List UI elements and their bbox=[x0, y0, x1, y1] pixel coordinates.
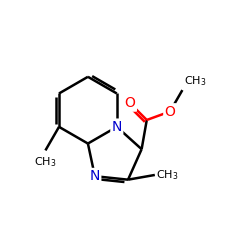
Text: O: O bbox=[164, 104, 175, 118]
Text: N: N bbox=[112, 120, 122, 134]
Text: N: N bbox=[90, 169, 100, 183]
Text: CH$_3$: CH$_3$ bbox=[34, 155, 57, 169]
Text: CH$_3$: CH$_3$ bbox=[156, 168, 178, 182]
Text: CH$_3$: CH$_3$ bbox=[184, 74, 206, 88]
Text: O: O bbox=[125, 96, 136, 110]
